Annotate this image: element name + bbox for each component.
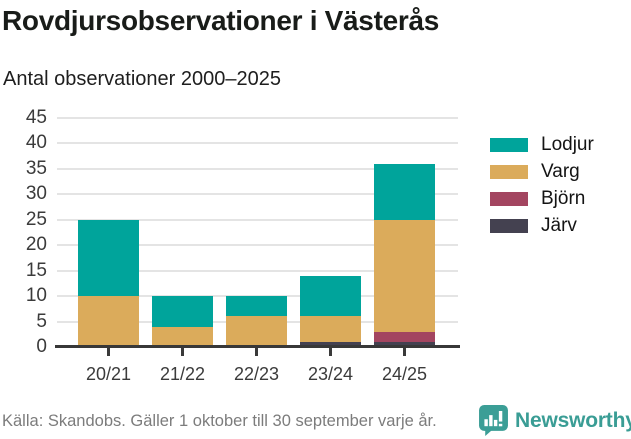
legend-item-varg: Varg	[490, 158, 594, 185]
bar-segment-varg	[374, 219, 435, 332]
gridline	[57, 193, 458, 196]
legend-item-bjorn: Björn	[490, 185, 594, 212]
gridline	[57, 117, 458, 119]
bar-segment-lodjur	[374, 163, 435, 220]
newsworthy-logo: Newsworthy	[479, 405, 631, 436]
gridline	[57, 244, 458, 247]
legend-swatch-bjorn	[490, 191, 528, 206]
y-axis-tick-label: 20	[25, 234, 47, 256]
y-axis-tick-label: 0	[36, 336, 47, 357]
gridline	[57, 142, 458, 145]
legend-label: Järv	[541, 214, 577, 236]
y-axis-tick-label: 35	[25, 157, 47, 179]
x-axis-tick	[403, 348, 406, 356]
bar-segment-lodjur	[300, 275, 361, 317]
y-axis-tick-label: 15	[25, 259, 47, 281]
bar-segment-lodjur	[152, 296, 213, 327]
bar-segment-varg	[152, 326, 213, 347]
x-axis-tick-label: 22/23	[233, 364, 280, 384]
x-axis-tick	[107, 348, 110, 356]
x-axis-tick	[255, 348, 258, 356]
x-axis-tick-label: 21/22	[159, 364, 206, 384]
chart-title: Rovdjursobservationer i Västerås	[2, 5, 440, 36]
gridline	[57, 269, 458, 272]
legend-swatch-varg	[490, 164, 528, 179]
y-axis-tick-label: 30	[25, 183, 47, 205]
newsworthy-icon	[479, 405, 508, 436]
y-axis-tick-label: 45	[25, 107, 47, 128]
y-axis-tick-label: 5	[36, 310, 47, 332]
bar-segment-varg	[226, 316, 287, 347]
source-note: Källa: Skandobs. Gäller 1 oktober till 3…	[2, 412, 437, 430]
legend-item-lodjur: Lodjur	[490, 131, 594, 158]
bar-segment-lodjur	[226, 296, 287, 317]
bar-segment-jarv	[300, 341, 361, 347]
legend-label: Varg	[541, 160, 580, 182]
legend: Lodjur Varg Björn Järv	[490, 131, 594, 239]
newsworthy-wordmark: Newsworthy	[515, 408, 631, 432]
x-axis-tick-label: 20/21	[85, 364, 132, 384]
x-axis-tick	[329, 348, 332, 356]
bar-segment-lodjur	[78, 219, 139, 297]
bar-segment-jarv	[374, 341, 435, 347]
chart-subtitle: Antal observationer 2000–2025	[3, 68, 281, 90]
legend-label: Lodjur	[541, 133, 594, 155]
x-axis-tick	[181, 348, 184, 356]
gridline	[57, 167, 458, 170]
bar-segment-varg	[78, 296, 139, 347]
x-axis-tick-label: 24/25	[381, 364, 428, 384]
legend-label: Björn	[541, 187, 586, 209]
gridline	[57, 218, 458, 221]
x-axis-line	[55, 345, 460, 348]
legend-swatch-lodjur	[490, 137, 528, 152]
x-axis-tick-label: 23/24	[307, 364, 354, 384]
y-axis-tick-label: 40	[25, 132, 47, 154]
bar-segment-varg	[300, 316, 361, 342]
legend-swatch-jarv	[490, 218, 528, 233]
y-axis-tick-label: 25	[25, 208, 47, 230]
legend-item-jarv: Järv	[490, 212, 594, 239]
y-axis-tick-label: 10	[25, 285, 47, 307]
bar-segment-bjorn	[374, 331, 435, 342]
